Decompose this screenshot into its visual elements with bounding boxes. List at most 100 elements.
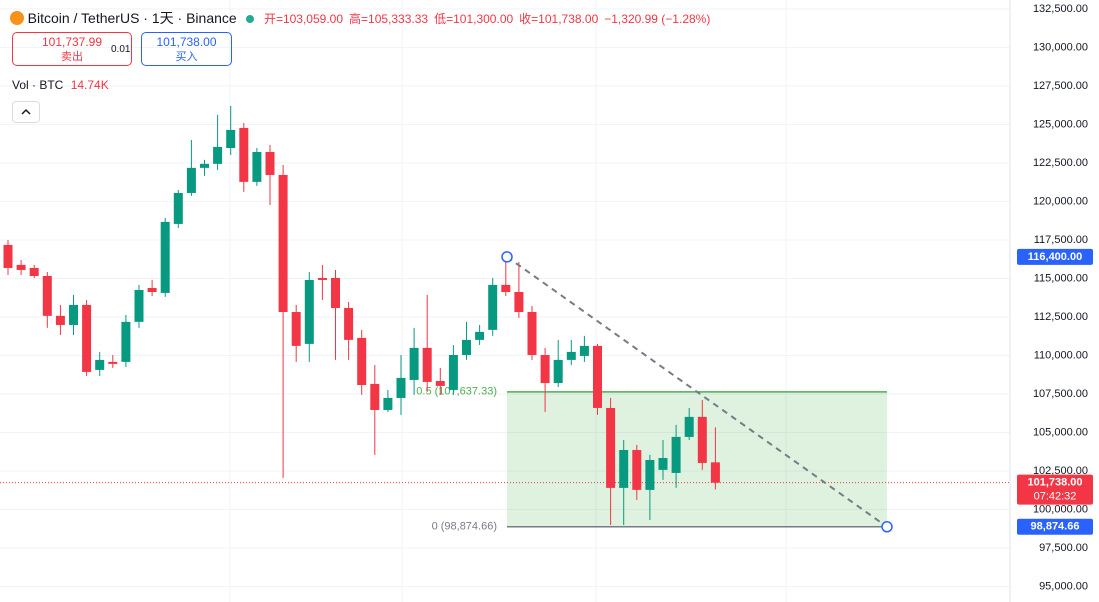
candle-body bbox=[396, 377, 406, 398]
spread: 0.01 bbox=[111, 44, 131, 55]
trendline bbox=[506, 256, 888, 528]
countdown: 07:42:32 bbox=[1034, 491, 1077, 503]
candle-body bbox=[147, 287, 157, 292]
y-tick-label: 97,500.00 bbox=[1039, 542, 1088, 554]
candle-body bbox=[42, 275, 52, 316]
candle-body bbox=[265, 152, 275, 175]
candle-body bbox=[239, 127, 249, 182]
price-badge bbox=[1017, 474, 1093, 505]
buy-button[interactable]: 101,738.00 买入 bbox=[141, 32, 232, 66]
candle-body bbox=[173, 192, 183, 224]
candle-body bbox=[134, 289, 144, 322]
candle-body bbox=[514, 291, 524, 313]
candle-body bbox=[317, 277, 327, 280]
candle-body bbox=[501, 284, 511, 292]
candle-body bbox=[645, 460, 655, 490]
y-tick-label: 117,500.00 bbox=[1034, 234, 1088, 246]
candle-body bbox=[304, 279, 314, 344]
candle-body bbox=[291, 312, 301, 346]
header: Bitcoin / TetherUS · 1天 · Binance 开=103,… bbox=[10, 8, 716, 28]
ohlc-item: −1,320.99 (−1.28%) bbox=[604, 12, 711, 26]
volume: Vol · BTC 14.74K bbox=[12, 78, 109, 92]
price-badge-label: 98,874.66 bbox=[1031, 521, 1080, 533]
candle-body bbox=[16, 264, 26, 270]
candle-body bbox=[593, 345, 602, 408]
volume-label: Vol · BTC bbox=[12, 78, 64, 92]
fib-label: 0 (98,874.66) bbox=[432, 521, 497, 533]
coin-icon bbox=[10, 11, 24, 25]
candle-body bbox=[108, 361, 118, 364]
ohlc-item: 低=101,300.00 bbox=[434, 12, 514, 26]
fib-label: 0.5 (107,637.33) bbox=[416, 386, 497, 398]
ohlc-item: 高=105,333.33 bbox=[349, 12, 429, 26]
candle-body bbox=[632, 449, 642, 490]
market-dot bbox=[246, 15, 255, 23]
collapse-button[interactable] bbox=[12, 101, 40, 123]
candle-body bbox=[671, 436, 681, 473]
candle-body bbox=[357, 337, 367, 386]
price-badge bbox=[1017, 518, 1093, 535]
y-tick-label: 95,000.00 bbox=[1039, 580, 1088, 592]
candle-body bbox=[475, 331, 485, 340]
y-tick-label: 102,500.00 bbox=[1033, 465, 1088, 477]
buy-label: 买入 bbox=[175, 51, 198, 63]
y-tick-label: 110,000.00 bbox=[1034, 349, 1088, 361]
candle-body bbox=[383, 397, 393, 410]
candle-body bbox=[55, 315, 65, 325]
candle-body bbox=[344, 308, 354, 340]
candle-body bbox=[186, 167, 196, 193]
candle-body bbox=[619, 449, 629, 488]
candle-body bbox=[658, 458, 668, 470]
buy-price: 101,738.00 bbox=[156, 35, 217, 49]
volume-value: 14.74K bbox=[70, 78, 109, 92]
price-badge-label: 101,738.00 bbox=[1027, 477, 1082, 489]
y-tick-label: 132,500.00 bbox=[1033, 3, 1088, 15]
y-tick-label: 105,000.00 bbox=[1033, 426, 1088, 438]
candle-body bbox=[29, 267, 39, 276]
candle-body bbox=[409, 347, 419, 380]
candle-body bbox=[278, 174, 288, 313]
candle-body bbox=[697, 416, 707, 463]
candle-body bbox=[213, 146, 223, 164]
ohlc-item: 开=103,059.00 bbox=[263, 12, 344, 26]
candle-body bbox=[160, 221, 170, 293]
sell-button[interactable]: 101,737.99 卖出 bbox=[12, 32, 132, 66]
candle-body bbox=[422, 347, 432, 382]
candle-body bbox=[82, 304, 92, 372]
candle-body bbox=[252, 152, 262, 182]
candle-body bbox=[200, 163, 209, 168]
candle-body bbox=[331, 277, 340, 309]
ohlc: 开=103,059.00 高=105,333.33 低=101,300.00 收=10… bbox=[264, 12, 716, 26]
candle-body bbox=[527, 312, 537, 355]
y-tick-label: 120,000.00 bbox=[1033, 195, 1088, 207]
candle-body bbox=[710, 462, 720, 483]
candle-body bbox=[606, 407, 616, 488]
candle-body bbox=[540, 354, 550, 384]
candle-body bbox=[488, 284, 498, 330]
chevron bbox=[21, 108, 31, 115]
y-tick-label: 125,000.00 bbox=[1033, 118, 1088, 130]
y-tick-label: 100,000.00 bbox=[1033, 503, 1088, 515]
y-tick-label: 127,500.00 bbox=[1033, 80, 1088, 92]
candle-body bbox=[69, 304, 78, 325]
candle-body bbox=[462, 339, 471, 355]
sell-price: 101,737.99 bbox=[41, 35, 103, 49]
sell-label: 卖出 bbox=[61, 51, 83, 63]
y-tick-label: 115,000.00 bbox=[1034, 272, 1088, 284]
y-tick-label: 122,500.00 bbox=[1033, 157, 1088, 169]
candle-body bbox=[566, 351, 576, 360]
price-badge-label: 116,400.00 bbox=[1028, 251, 1082, 263]
candle-body bbox=[121, 321, 131, 362]
y-tick-label: 112,500.00 bbox=[1034, 311, 1088, 323]
y-tick-label: 107,500.00 bbox=[1033, 388, 1088, 400]
candle-body bbox=[3, 244, 13, 268]
candle-body bbox=[684, 416, 694, 437]
candle-body bbox=[95, 359, 105, 370]
candle-body bbox=[226, 129, 236, 148]
candle-body bbox=[370, 383, 380, 410]
ohlc-item: 收=101,738.00 bbox=[519, 12, 599, 26]
candle-body bbox=[553, 359, 563, 384]
candle-body bbox=[448, 354, 458, 390]
